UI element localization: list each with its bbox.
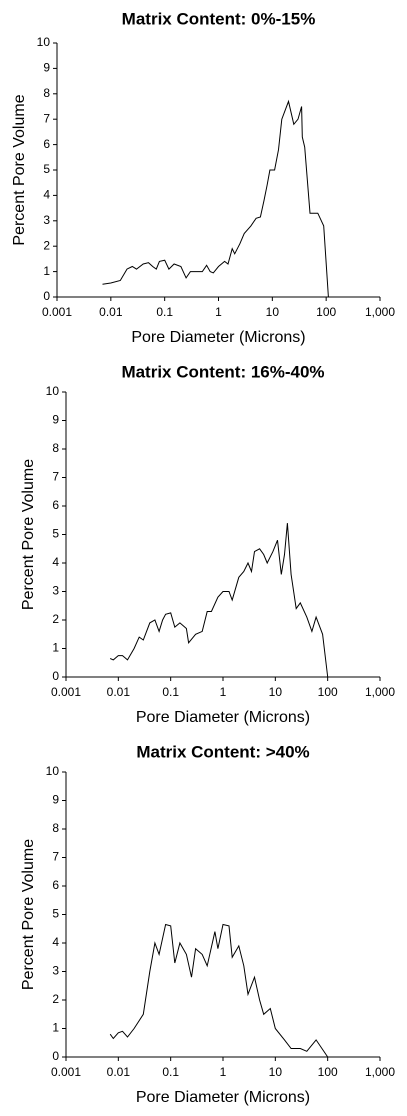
- x-tick-label: 0.01: [107, 1065, 131, 1079]
- y-tick-label: 2: [52, 612, 59, 626]
- y-tick-label: 6: [52, 878, 59, 892]
- x-tick-label: 0.01: [99, 305, 123, 319]
- x-tick-label: 1,000: [365, 305, 395, 319]
- y-tick-label: 0: [52, 1049, 59, 1063]
- y-tick-label: 3: [52, 584, 59, 598]
- y-tick-label: 7: [52, 470, 59, 484]
- x-axis-label: Pore Diameter (Microns): [131, 329, 305, 346]
- x-tick-label: 1: [220, 685, 227, 699]
- y-tick-label: 5: [52, 907, 59, 921]
- y-tick-label: 0: [43, 289, 50, 303]
- x-tick-label: 10: [266, 305, 280, 319]
- y-tick-label: 1: [52, 641, 59, 655]
- x-tick-label: 0.1: [156, 305, 173, 319]
- x-tick-label: 0.001: [51, 685, 81, 699]
- y-axis-label: Percent Pore Volume: [20, 459, 37, 610]
- x-axis-label: Pore Diameter (Microns): [136, 1089, 310, 1106]
- y-tick-label: 4: [52, 935, 59, 949]
- x-tick-label: 0.001: [51, 1065, 81, 1079]
- y-tick-label: 6: [43, 137, 50, 151]
- y-tick-label: 3: [52, 964, 59, 978]
- y-axis-label: Percent Pore Volume: [20, 839, 37, 990]
- x-tick-label: 100: [318, 1065, 338, 1079]
- x-tick-label: 0.1: [162, 685, 179, 699]
- y-tick-label: 6: [52, 498, 59, 512]
- y-tick-label: 8: [52, 821, 59, 835]
- y-tick-label: 1: [52, 1021, 59, 1035]
- y-tick-label: 5: [52, 527, 59, 541]
- y-tick-label: 10: [46, 764, 60, 778]
- x-tick-label: 10: [269, 1065, 283, 1079]
- x-tick-label: 1,000: [365, 1065, 395, 1079]
- y-tick-label: 10: [37, 35, 51, 49]
- chart-title: Matrix Content: 16%-40%: [121, 362, 324, 381]
- x-axis-label: Pore Diameter (Microns): [136, 709, 310, 726]
- y-tick-label: 10: [46, 384, 60, 398]
- y-tick-label: 0: [52, 669, 59, 683]
- y-tick-label: 4: [52, 555, 59, 569]
- x-tick-label: 0.01: [107, 685, 131, 699]
- x-tick-label: 100: [318, 685, 338, 699]
- y-tick-label: 9: [52, 793, 59, 807]
- x-tick-label: 100: [316, 305, 336, 319]
- x-tick-label: 1: [215, 305, 222, 319]
- y-tick-label: 1: [43, 264, 50, 278]
- x-tick-label: 1: [220, 1065, 227, 1079]
- y-tick-label: 9: [52, 413, 59, 427]
- data-line: [109, 523, 329, 678]
- y-tick-label: 8: [43, 86, 50, 100]
- y-tick-label: 2: [43, 238, 50, 252]
- data-line: [102, 99, 329, 298]
- y-tick-label: 5: [43, 162, 50, 176]
- y-tick-label: 8: [52, 441, 59, 455]
- chart-title: Matrix Content: >40%: [136, 742, 309, 761]
- y-tick-label: 9: [43, 61, 50, 75]
- y-tick-label: 4: [43, 188, 50, 202]
- y-tick-label: 7: [52, 850, 59, 864]
- chart-title: Matrix Content: 0%-15%: [122, 9, 316, 28]
- y-tick-label: 7: [43, 111, 50, 125]
- x-tick-label: 0.001: [42, 305, 72, 319]
- x-tick-label: 10: [269, 685, 283, 699]
- y-axis-label: Percent Pore Volume: [11, 94, 28, 245]
- x-tick-label: 0.1: [162, 1065, 179, 1079]
- y-tick-label: 2: [52, 992, 59, 1006]
- data-line: [109, 923, 329, 1058]
- x-tick-label: 1,000: [365, 685, 395, 699]
- y-tick-label: 3: [43, 213, 50, 227]
